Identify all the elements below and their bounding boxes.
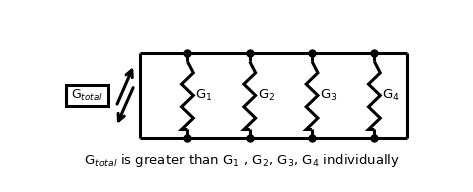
Text: G$_1$: G$_1$ [195, 88, 213, 103]
Text: G$_{total}$ is greater than G$_1$ , G$_2$, G$_3$, G$_4$ individually: G$_{total}$ is greater than G$_1$ , G$_2… [84, 152, 401, 169]
Text: G$_4$: G$_4$ [383, 88, 400, 103]
Bar [66, 85, 108, 106]
Text: G$_{total}$: G$_{total}$ [71, 88, 103, 103]
Text: G$_2$: G$_2$ [258, 88, 275, 103]
Text: G$_3$: G$_3$ [320, 88, 338, 103]
